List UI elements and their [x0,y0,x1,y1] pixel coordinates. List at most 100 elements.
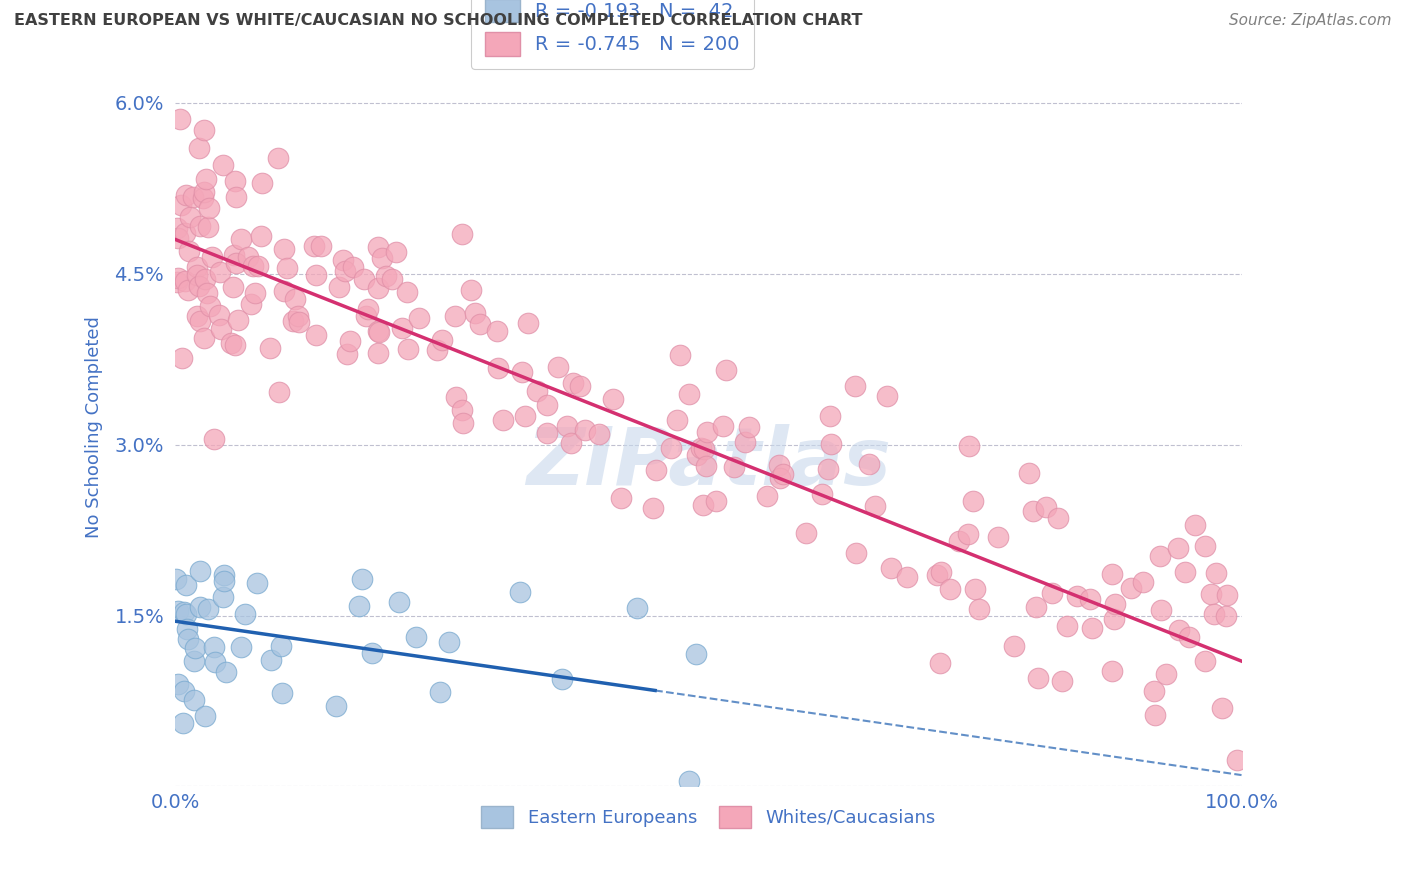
Point [957,526,980,541]
Point [685,647,707,661]
Point [288,315,311,329]
Point [689,442,711,456]
Point [610,491,633,506]
Point [177,244,200,259]
Point [167,604,190,618]
Point [188,600,211,615]
Point [1078,591,1101,606]
Point [1104,597,1126,611]
Point [200,250,222,264]
Point [1167,541,1189,555]
Point [1026,671,1049,685]
Point [948,533,970,548]
Point [226,313,249,327]
Point [309,238,332,252]
Point [224,174,246,188]
Point [179,210,201,224]
Point [513,409,536,424]
Point [678,773,700,788]
Point [711,419,734,434]
Point [221,280,243,294]
Point [332,252,354,267]
Point [1018,466,1040,480]
Point [1119,581,1142,595]
Point [367,346,389,360]
Point [246,576,269,591]
Point [188,219,211,233]
Point [562,376,585,390]
Point [668,348,690,362]
Text: EASTERN EUROPEAN VS WHITE/CAUCASIAN NO SCHOOLING COMPLETED CORRELATION CHART: EASTERN EUROPEAN VS WHITE/CAUCASIAN NO S… [14,13,862,29]
Point [281,314,304,328]
Point [174,274,197,288]
Point [509,585,531,599]
Point [967,601,990,615]
Point [229,640,252,654]
Point [273,242,295,256]
Point [432,333,454,347]
Point [166,275,188,289]
Point [204,655,226,669]
Point [526,384,548,398]
Legend: Eastern Europeans, Whites/Caucasians: Eastern Europeans, Whites/Caucasians [474,798,943,835]
Point [626,600,648,615]
Point [896,570,918,584]
Y-axis label: No Schooling Completed: No Schooling Completed [86,317,103,539]
Point [391,321,413,335]
Point [214,574,236,588]
Point [1022,504,1045,518]
Point [197,285,219,300]
Point [222,248,245,262]
Point [1215,608,1237,623]
Point [965,582,987,596]
Point [408,310,430,325]
Point [225,256,247,270]
Point [193,330,215,344]
Point [569,378,592,392]
Point [177,283,200,297]
Point [302,239,325,253]
Point [426,343,449,358]
Point [1002,639,1025,653]
Point [492,413,515,427]
Point [267,152,290,166]
Point [183,654,205,668]
Point [769,471,792,485]
Point [183,640,205,655]
Point [696,425,718,439]
Point [231,232,253,246]
Point [209,322,232,336]
Point [250,228,273,243]
Point [692,498,714,512]
Point [451,403,474,417]
Point [242,259,264,273]
Point [820,437,842,451]
Point [1144,707,1167,722]
Point [186,260,208,275]
Point [176,622,198,636]
Point [353,272,375,286]
Point [939,582,962,597]
Point [1066,589,1088,603]
Point [987,530,1010,544]
Point [738,420,761,434]
Point [186,268,208,283]
Point [723,459,745,474]
Point [183,692,205,706]
Point [1025,599,1047,614]
Point [328,279,350,293]
Point [1101,664,1123,678]
Point [197,602,219,616]
Point [370,252,392,266]
Point [451,227,474,241]
Point [555,419,578,434]
Point [342,260,364,274]
Point [863,499,886,513]
Point [224,338,246,352]
Point [659,441,682,455]
Point [267,384,290,399]
Point [211,158,233,172]
Point [516,316,538,330]
Point [333,263,356,277]
Point [259,652,281,666]
